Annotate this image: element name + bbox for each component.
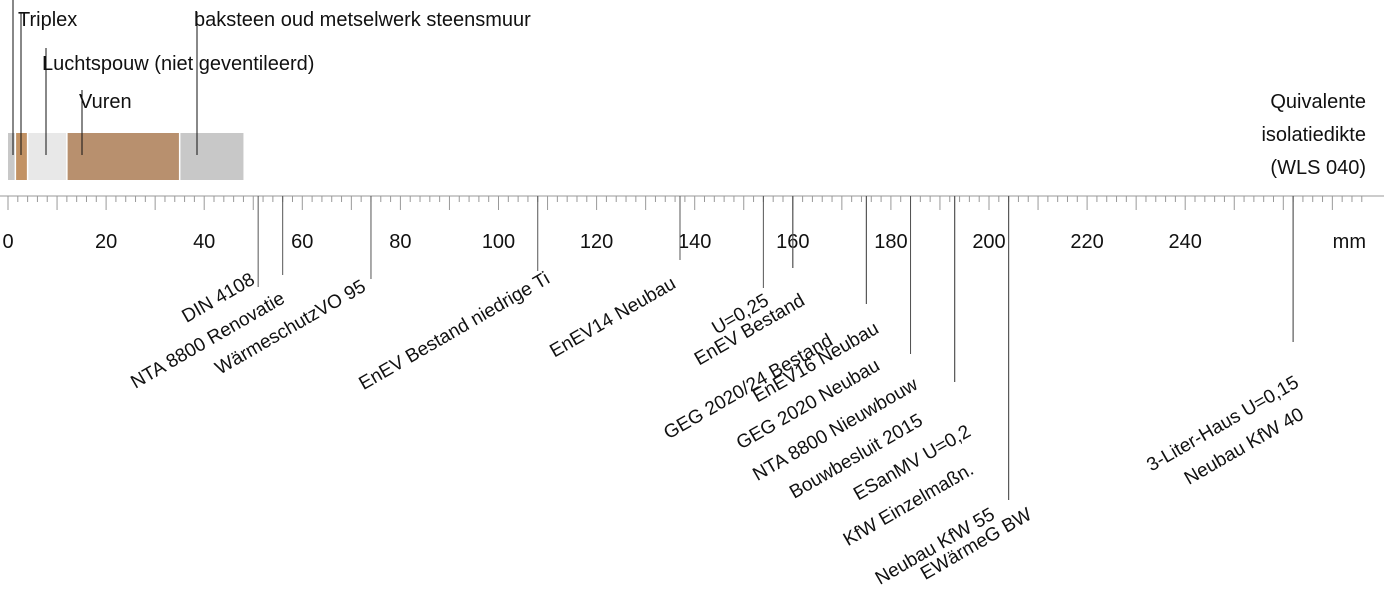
- layer-bar: [8, 133, 16, 180]
- standard-label-enev14-neubau: EnEV14 Neubau: [546, 273, 679, 362]
- title-line-1: Quivalente: [1270, 91, 1366, 113]
- axis-tick-label: 120: [580, 231, 613, 253]
- layer-label-luchtspouw-niet-geventileerd: Luchtspouw (niet geventileerd): [42, 53, 314, 75]
- layer-labels: Triplex Luchtspouw (niet geventileerd) Vur…: [12, 0, 531, 155]
- layer-bar: [179, 133, 244, 180]
- layer-stack: [8, 133, 244, 180]
- standard-label-enev-bestand-niedrige-ti: EnEV Bestand niedrige Ti: [355, 268, 553, 394]
- axis-tick-label: 20: [95, 231, 117, 253]
- axis-tick-label: 40: [193, 231, 215, 253]
- axis-tick-label: 100: [482, 231, 515, 253]
- scale-axis: 0 20 40 60 80 100 120 140 160 180 200 220 240 mm: [0, 195, 1384, 253]
- axis-tick-label: 200: [972, 231, 1005, 253]
- layer-bar: [66, 133, 180, 180]
- diagram-title: Quivalente isolatiedikte (WLS 040): [1261, 91, 1366, 179]
- title-line-2: isolatiedikte: [1261, 124, 1366, 146]
- title-line-3: (WLS 040): [1270, 157, 1366, 179]
- axis-tick-label: 0: [2, 231, 13, 253]
- layer-bar: [27, 133, 67, 180]
- axis-tick-label: 240: [1169, 231, 1202, 253]
- axis-tick-label: 140: [678, 231, 711, 253]
- axis-unit-label: mm: [1333, 231, 1366, 253]
- layer-label-triplex: Triplex: [18, 9, 77, 31]
- axis-tick-label: 220: [1070, 231, 1103, 253]
- axis-tick-label: 60: [291, 231, 313, 253]
- layer-label-baksteen-oud-metselwerk-steensmuur: baksteen oud metselwerk steensmuur: [194, 9, 531, 31]
- layer-label-vuren: Vuren: [79, 91, 132, 113]
- layer-bar: [15, 133, 28, 180]
- axis-tick-label: 180: [874, 231, 907, 253]
- axis-tick-label: 80: [389, 231, 411, 253]
